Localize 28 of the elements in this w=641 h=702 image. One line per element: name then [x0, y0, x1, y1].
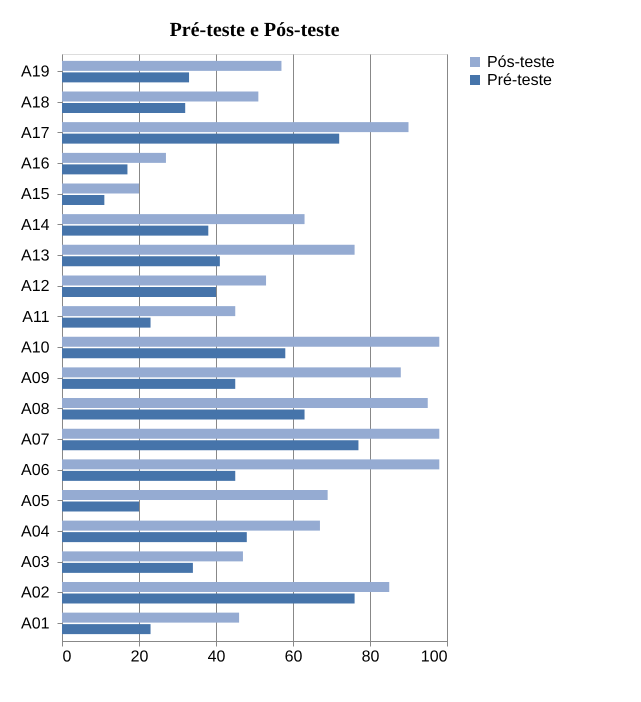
y-tick-label: A10 [21, 340, 50, 356]
y-tick-label: A13 [21, 248, 50, 265]
x-tick-label: 100 [420, 648, 448, 666]
y-tick-label: A14 [21, 216, 50, 234]
y-tick-label: A11 [22, 308, 50, 326]
y-tick-label: A16 [21, 156, 50, 173]
y-tick-label: A17 [21, 124, 50, 142]
y-tick-label: A12 [21, 278, 50, 296]
x-tick-label: 20 [130, 648, 148, 666]
y-tick-label: A09 [21, 370, 50, 388]
y-tick-label: A02 [21, 584, 50, 602]
y-tick-label: A06 [21, 462, 50, 480]
y-tick-label: A19 [21, 64, 50, 81]
legend-label: Pré-teste [487, 72, 552, 89]
x-tick-label: 80 [362, 648, 380, 666]
x-tick-label: 0 [62, 648, 72, 666]
x-tick-label: 40 [208, 648, 226, 666]
y-tick-label: A07 [21, 431, 50, 448]
y-tick-label: A01 [21, 615, 50, 632]
x-tick-label: 60 [284, 648, 302, 666]
legend-label: Pós-teste [487, 54, 555, 71]
y-tick-label: A08 [21, 400, 50, 418]
y-tick-label: A18 [21, 94, 50, 112]
y-tick-label: A03 [21, 554, 50, 572]
y-tick-label: A05 [21, 492, 50, 510]
chart-title: Pré-teste e Pós-teste [170, 19, 340, 41]
y-tick-label: A04 [21, 523, 50, 540]
y-tick-label: A15 [21, 186, 50, 204]
